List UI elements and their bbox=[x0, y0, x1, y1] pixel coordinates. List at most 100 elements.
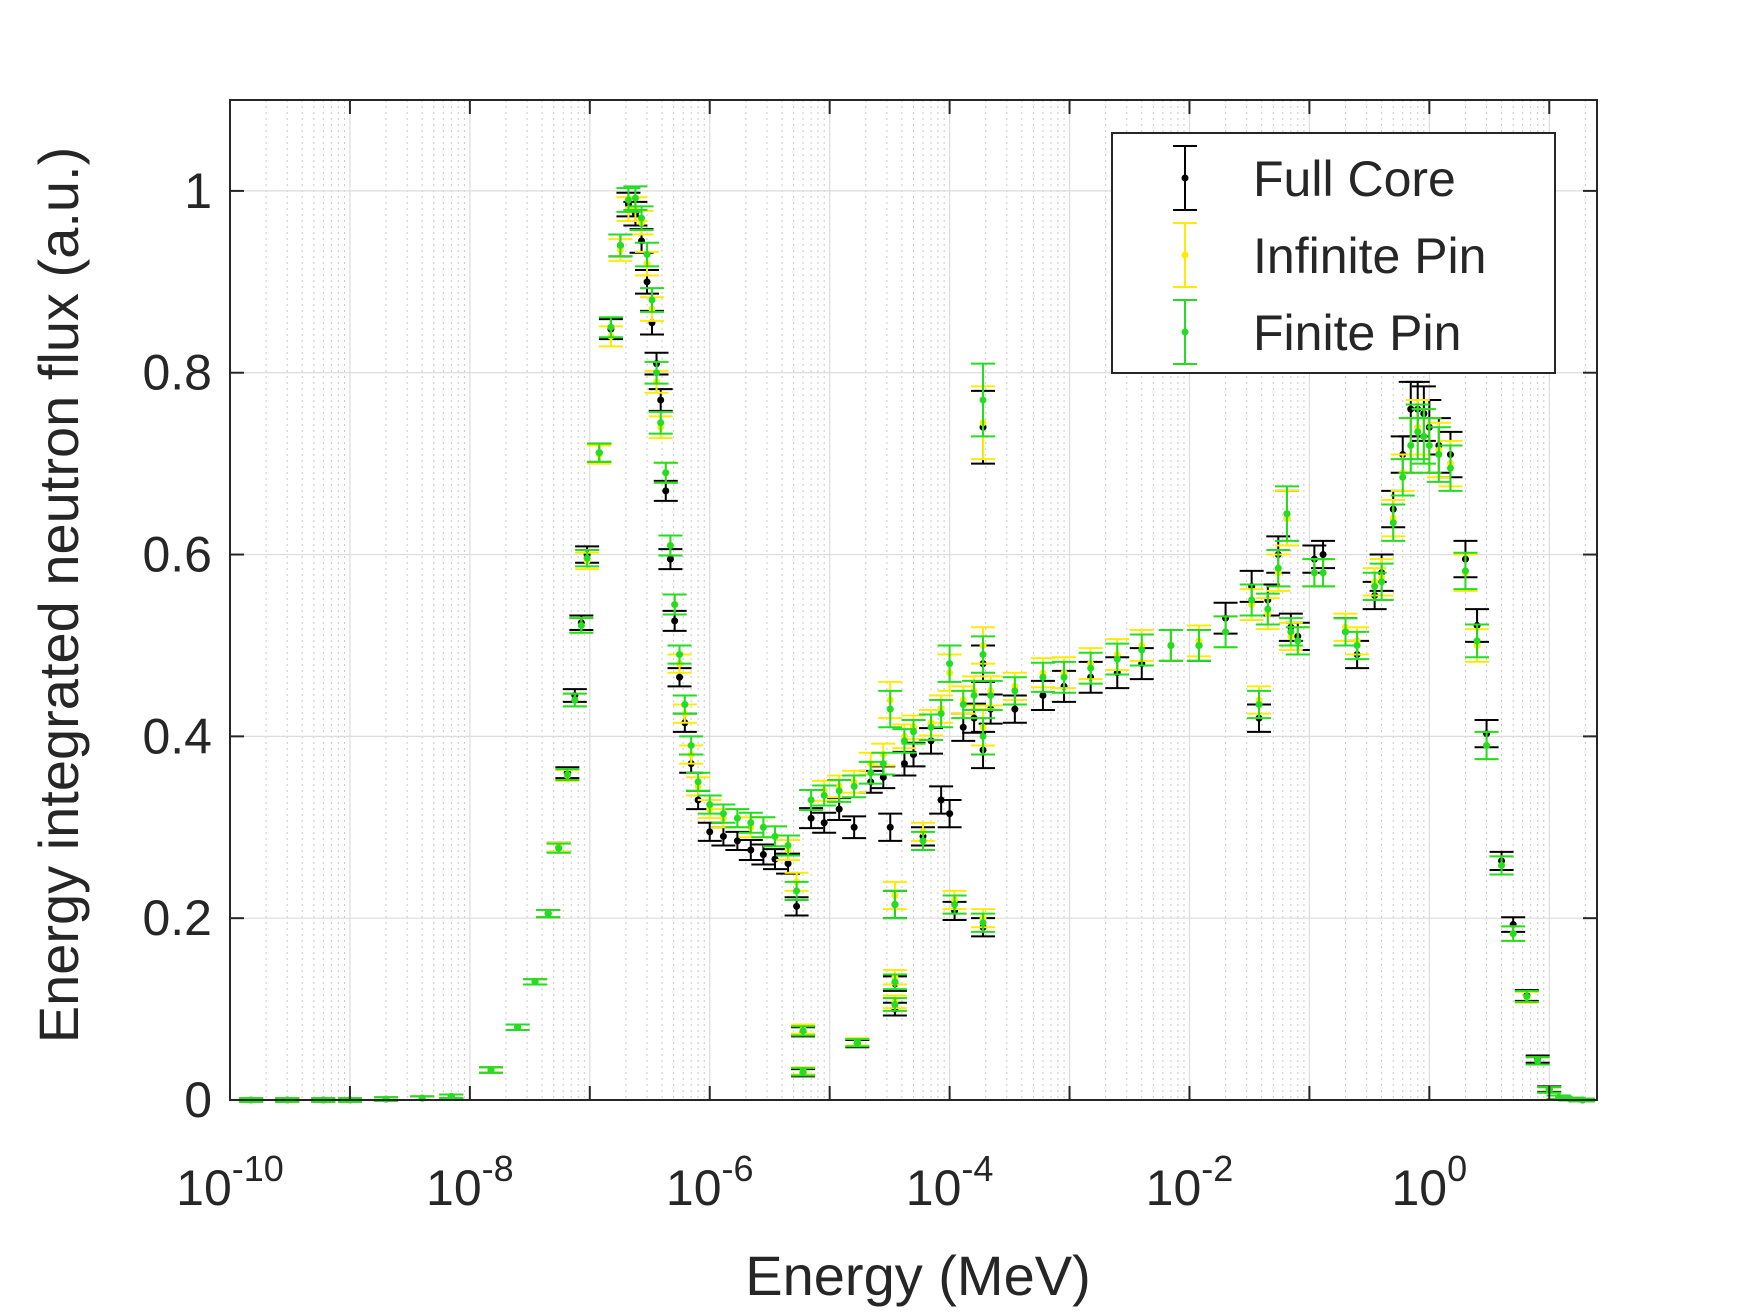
marker bbox=[666, 555, 674, 563]
marker bbox=[671, 601, 679, 609]
data-point bbox=[1426, 426, 1451, 483]
marker bbox=[979, 919, 987, 927]
data-point bbox=[1474, 730, 1499, 761]
marker bbox=[1264, 605, 1272, 613]
legend-marker-icon bbox=[1181, 251, 1189, 259]
marker bbox=[706, 828, 714, 836]
data-point bbox=[686, 771, 711, 792]
marker bbox=[835, 787, 843, 795]
marker bbox=[1167, 641, 1175, 649]
data-point bbox=[629, 205, 654, 231]
grid bbox=[229, 100, 1597, 1101]
data-point bbox=[878, 812, 903, 842]
data-point bbox=[842, 815, 867, 840]
marker bbox=[1509, 930, 1517, 938]
marker bbox=[1274, 564, 1282, 572]
data-point bbox=[1453, 551, 1478, 591]
marker bbox=[1461, 567, 1469, 575]
marker bbox=[666, 541, 674, 549]
data-point bbox=[871, 751, 896, 776]
marker bbox=[1039, 691, 1047, 699]
data-point bbox=[1489, 855, 1514, 876]
marker bbox=[624, 196, 632, 204]
y-tick-labels: 0 0.2 0.4 0.6 0.8 1 bbox=[142, 163, 212, 1128]
data-point bbox=[1381, 503, 1406, 542]
legend: Full Core Infinite Pin Finite Pin bbox=[1111, 132, 1556, 374]
data-point bbox=[901, 719, 926, 745]
data-point bbox=[658, 534, 683, 557]
data-point bbox=[653, 461, 678, 484]
marker bbox=[1011, 687, 1019, 695]
x-tick-labels: 10-10 10-8 10-6 10-4 10-2 100 bbox=[176, 1148, 1467, 1216]
marker bbox=[919, 837, 927, 845]
data-point bbox=[738, 811, 763, 834]
marker bbox=[1435, 451, 1443, 459]
data-point bbox=[842, 774, 867, 799]
marker bbox=[1498, 861, 1506, 869]
marker bbox=[687, 741, 695, 749]
marker bbox=[643, 278, 651, 286]
data-point bbox=[791, 1025, 816, 1037]
legend-marker-icon bbox=[1181, 328, 1189, 336]
marker bbox=[583, 554, 591, 562]
marker bbox=[959, 701, 967, 709]
marker bbox=[662, 469, 670, 477]
marker bbox=[747, 819, 755, 827]
marker bbox=[1523, 992, 1531, 1000]
marker bbox=[1371, 582, 1379, 590]
data-point bbox=[439, 1092, 464, 1100]
x-tick-label: 10-6 bbox=[666, 1148, 754, 1216]
marker bbox=[886, 823, 894, 831]
data-point bbox=[679, 735, 704, 756]
data-point bbox=[827, 779, 852, 803]
data-point bbox=[942, 894, 967, 915]
marker bbox=[643, 251, 651, 259]
marker bbox=[616, 241, 624, 249]
data-point bbox=[1158, 629, 1183, 662]
data-point bbox=[505, 1023, 530, 1031]
marker bbox=[850, 823, 858, 831]
marker bbox=[719, 810, 727, 818]
marker bbox=[850, 782, 858, 790]
data-point bbox=[667, 644, 692, 665]
tick-marks bbox=[229, 100, 1597, 1101]
data-point bbox=[725, 808, 750, 829]
marker bbox=[1255, 701, 1263, 709]
marker bbox=[1195, 641, 1203, 649]
marker bbox=[648, 296, 656, 304]
data-point bbox=[1030, 661, 1055, 693]
marker bbox=[531, 978, 539, 986]
marker bbox=[1389, 519, 1397, 527]
marker bbox=[1060, 673, 1068, 681]
marker bbox=[1011, 705, 1019, 713]
marker bbox=[694, 778, 702, 786]
marker bbox=[979, 396, 987, 404]
legend-entry: Finite Pin bbox=[1173, 299, 1461, 365]
series-finite-pin bbox=[239, 185, 1595, 1104]
data-point bbox=[478, 1066, 503, 1074]
data-point bbox=[608, 233, 633, 258]
data-point bbox=[882, 973, 907, 991]
x-tick-label: 100 bbox=[1392, 1148, 1468, 1216]
plot-frame bbox=[229, 99, 1598, 1101]
marker bbox=[447, 1092, 455, 1100]
data-point bbox=[791, 1067, 816, 1077]
marker bbox=[793, 887, 801, 895]
marker bbox=[706, 801, 714, 809]
data-point bbox=[1465, 623, 1490, 659]
data-point bbox=[812, 811, 837, 834]
marker bbox=[1319, 551, 1327, 559]
data-point bbox=[562, 692, 587, 708]
marker bbox=[1407, 405, 1415, 413]
y-tick-label: 0.2 bbox=[142, 890, 212, 946]
data-point bbox=[1514, 989, 1539, 1003]
data-point bbox=[1247, 689, 1272, 720]
data-point bbox=[569, 617, 594, 634]
data-point bbox=[1105, 642, 1130, 676]
data-point bbox=[555, 768, 580, 781]
marker bbox=[1039, 673, 1047, 681]
marker bbox=[784, 860, 792, 868]
data-point bbox=[635, 241, 660, 268]
marker bbox=[807, 796, 815, 804]
marker bbox=[1294, 637, 1302, 645]
